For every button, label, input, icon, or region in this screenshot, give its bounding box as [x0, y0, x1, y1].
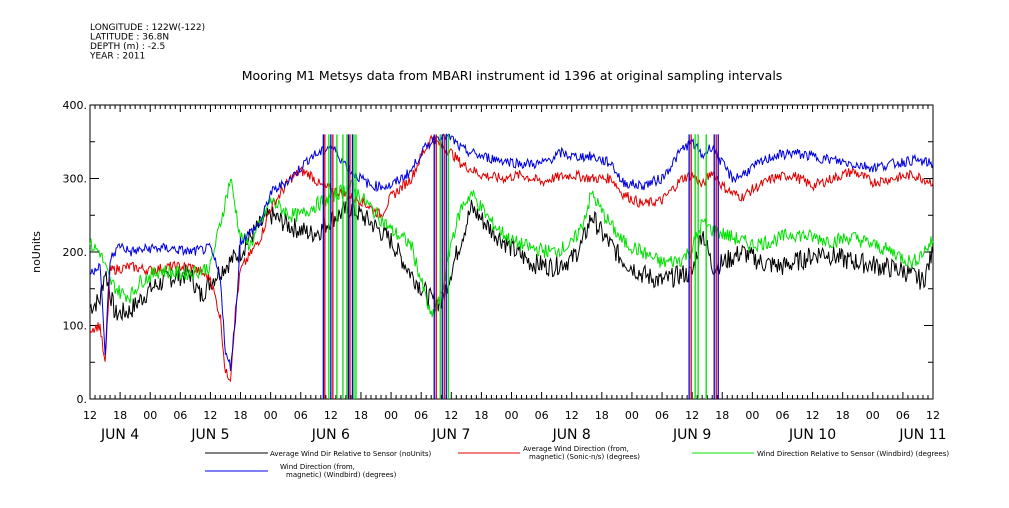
x-tick-label: 00: [866, 409, 880, 422]
plot-frame: [89, 104, 934, 400]
x-date-label: JUN 9: [672, 427, 711, 443]
x-tick-label: 18: [474, 409, 488, 422]
x-tick-label: 18: [234, 409, 248, 422]
series-line: [89, 179, 934, 318]
x-axis: 12 18 00 06 12 18 00 06 12 18 00 06 12 18 00 06 12 18 00 06…: [83, 105, 947, 443]
chart-title: Mooring M1 Metsys data from MBARI instru…: [242, 68, 783, 83]
x-tick-label: 12: [324, 409, 338, 422]
x-tick-label: 06: [173, 409, 187, 422]
legend-label: magnetic) (Sonic-n/s) (degrees): [529, 453, 640, 461]
y-tick-label: 300.: [63, 173, 88, 186]
y-axis: 0. 100. 200. 300. 400.: [63, 99, 933, 406]
legend-label: Wind Direction (from,: [280, 463, 355, 471]
x-date-label: JUN 6: [311, 427, 350, 443]
x-tick-label: 12: [203, 409, 217, 422]
y-tick-label: 200.: [63, 246, 88, 259]
series-line: [89, 133, 934, 372]
x-tick-label: 18: [354, 409, 368, 422]
x-tick-label: 12: [444, 409, 458, 422]
legend-label: magnetic) (Windbird) (degrees): [286, 471, 397, 479]
x-tick-label: 06: [294, 409, 308, 422]
x-tick-label: 00: [745, 409, 759, 422]
x-tick-label: 06: [896, 409, 910, 422]
x-tick-label: 06: [775, 409, 789, 422]
x-tick-label: 00: [143, 409, 157, 422]
x-date-label: JUN 11: [898, 427, 946, 443]
x-tick-label: 06: [535, 409, 549, 422]
series-lines: [89, 133, 934, 399]
metadata-block: LONGITUDE : 122W(-122)LATITUDE : 36.8NDE…: [89, 23, 205, 62]
y-axis-label: noUnits: [30, 231, 43, 273]
x-date-label: JUN 7: [431, 427, 470, 443]
x-date-label: JUN 5: [190, 427, 229, 443]
x-tick-label: 18: [836, 409, 850, 422]
legend: Average Wind Dir Relative to Sensor (noU…: [205, 445, 949, 479]
series-line: [89, 134, 934, 383]
x-tick-label: 06: [655, 409, 669, 422]
x-tick-label: 00: [625, 409, 639, 422]
meta-line: LONGITUDE : 122W(-122): [90, 23, 205, 33]
x-date-label: JUN 8: [552, 427, 591, 443]
x-tick-label: 18: [715, 409, 729, 422]
x-tick-label: 18: [113, 409, 127, 422]
x-tick-label: 06: [414, 409, 428, 422]
x-tick-label: 18: [595, 409, 609, 422]
x-tick-label: 00: [384, 409, 398, 422]
meta-line: YEAR : 2011: [89, 52, 145, 62]
y-tick-label: 100.: [63, 320, 88, 333]
x-tick-label: 12: [806, 409, 820, 422]
y-tick-label: 0.: [77, 393, 88, 406]
legend-label: Average Wind Direction (from,: [523, 445, 629, 453]
x-tick-label: 12: [685, 409, 699, 422]
x-date-label: JUN 4: [100, 427, 139, 443]
x-tick-label: 12: [565, 409, 579, 422]
y-tick-label: 400.: [63, 99, 88, 112]
x-date-label: JUN 10: [788, 427, 836, 443]
x-tick-label: 12: [83, 409, 97, 422]
x-tick-label: 00: [505, 409, 519, 422]
meta-line: DEPTH (m) : -2.5: [90, 42, 165, 52]
legend-label: Wind Direction Relative to Sensor (Windb…: [757, 450, 949, 458]
legend-label: Average Wind Dir Relative to Sensor (noU…: [270, 450, 431, 458]
meta-line: LATITUDE : 36.8N: [90, 33, 169, 43]
x-tick-label: 12: [926, 409, 940, 422]
x-tick-label: 00: [264, 409, 278, 422]
